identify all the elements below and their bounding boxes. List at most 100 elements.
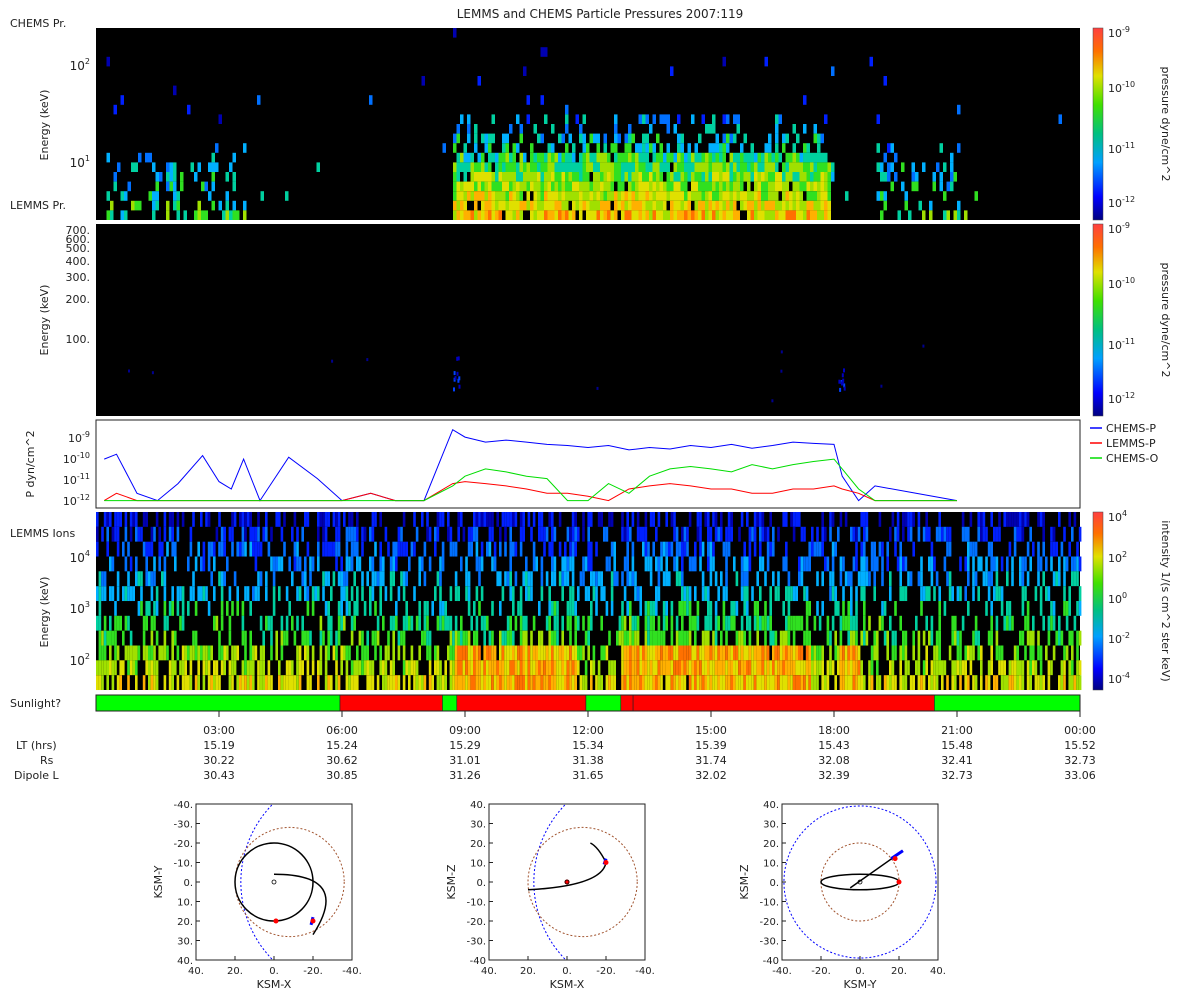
spectrogram-cell bbox=[568, 162, 572, 172]
spectrogram-cell bbox=[564, 571, 567, 587]
sunlight-segment bbox=[934, 694, 1081, 712]
spectrogram-cell bbox=[720, 675, 723, 691]
orbit-ytick: 0. bbox=[183, 878, 193, 889]
spectrogram-cell bbox=[796, 152, 800, 163]
spectrogram-cell bbox=[621, 526, 624, 542]
spectrogram-cell bbox=[652, 181, 656, 192]
spectrogram-cell bbox=[569, 660, 572, 676]
spectrogram-cell bbox=[392, 571, 395, 587]
spectrogram-cell bbox=[116, 541, 120, 557]
spectrogram-cell bbox=[733, 152, 737, 163]
spectrogram-cell bbox=[796, 191, 800, 201]
spectrogram-cell bbox=[722, 162, 726, 172]
spectrogram-cell bbox=[111, 526, 115, 542]
spectrogram-cell bbox=[505, 152, 509, 163]
cbar1-tick-4: 10-12 bbox=[1108, 195, 1135, 210]
spectrogram-cell bbox=[496, 571, 499, 587]
cbar3-label: intensity 1/(s cm^2 ster keV) bbox=[1159, 520, 1172, 681]
spectrogram-cell bbox=[453, 210, 457, 220]
spectrogram-cell bbox=[714, 526, 718, 542]
spectrogram-cell bbox=[855, 586, 858, 602]
spectrogram-cell bbox=[408, 660, 411, 676]
spectrogram-cell bbox=[384, 526, 388, 542]
spectrogram-cell bbox=[1011, 660, 1014, 676]
spectrogram-cell bbox=[460, 181, 464, 192]
spectrogram-cell bbox=[449, 586, 453, 602]
spectrogram-cell bbox=[719, 200, 723, 211]
spectrogram-cell bbox=[904, 675, 908, 691]
spectrogram-cell bbox=[477, 210, 481, 220]
spectrogram-cell bbox=[148, 645, 151, 661]
spectrogram-cell bbox=[582, 200, 586, 211]
spectrogram-cell bbox=[887, 162, 891, 172]
spectrogram-cell bbox=[512, 210, 516, 220]
spectrogram-cell bbox=[532, 675, 536, 691]
spectrogram-cell bbox=[481, 200, 485, 211]
spectrogram-cell bbox=[688, 660, 692, 676]
spectrogram-cell bbox=[699, 660, 702, 676]
spectrogram-cell bbox=[803, 526, 806, 542]
spectrogram-cell bbox=[761, 152, 765, 163]
spectrogram-cell bbox=[491, 114, 495, 124]
spectrogram-cell bbox=[727, 615, 731, 631]
spectrogram-cell bbox=[621, 191, 625, 201]
spectrogram-cell bbox=[512, 512, 515, 527]
spectrogram-cell bbox=[774, 675, 778, 691]
spectrogram-cell bbox=[474, 162, 478, 172]
spectrogram-cell bbox=[506, 630, 510, 646]
spectrogram-cell bbox=[844, 675, 848, 691]
spectrogram-cell bbox=[509, 172, 513, 182]
spectrogram-cell bbox=[740, 660, 744, 676]
spectrogram-cell bbox=[1047, 675, 1051, 691]
spectrogram-cell bbox=[462, 526, 466, 542]
spectrogram-cell bbox=[161, 541, 164, 557]
spectrogram-cell bbox=[523, 200, 527, 211]
spectrogram-cell bbox=[493, 675, 497, 691]
spectrogram-cell bbox=[753, 660, 757, 676]
spectrogram-cell bbox=[447, 645, 450, 661]
spectrogram-cell bbox=[135, 660, 138, 676]
orbit-ytick: 20. bbox=[470, 839, 486, 850]
spectrogram-cell bbox=[644, 675, 648, 691]
spectrogram-cell bbox=[826, 556, 830, 572]
spectrogram-cell bbox=[335, 645, 338, 661]
spectrogram-cell bbox=[551, 526, 554, 542]
spectrogram-cell bbox=[514, 660, 518, 676]
spectrogram-cell bbox=[418, 675, 421, 691]
spectrogram-cell bbox=[880, 384, 883, 388]
spectrogram-cell bbox=[722, 56, 726, 67]
spectrogram-cell bbox=[568, 181, 572, 192]
spectrogram-cell bbox=[811, 526, 814, 542]
spectrogram-cell bbox=[707, 601, 710, 616]
spectrogram-cell bbox=[453, 143, 457, 153]
spectrogram-cell bbox=[236, 601, 239, 616]
spectrogram-cell bbox=[694, 675, 697, 691]
spectrogram-cell bbox=[324, 526, 328, 542]
spectrogram-cell bbox=[456, 210, 460, 220]
spectrogram-cell bbox=[922, 526, 926, 542]
spectrogram-cell bbox=[434, 586, 437, 602]
spectrogram-cell bbox=[657, 586, 661, 602]
spectrogram-cell bbox=[782, 601, 785, 616]
spectrogram-cell bbox=[111, 630, 115, 646]
spectrogram-cell bbox=[519, 181, 523, 192]
spectrogram-cell bbox=[771, 172, 775, 182]
spectrogram-cell bbox=[736, 124, 740, 134]
spectrogram-cell bbox=[950, 162, 954, 172]
spectrogram-cell bbox=[831, 615, 835, 631]
spectrogram-cell bbox=[631, 630, 635, 646]
spectrogram-cell bbox=[166, 200, 170, 211]
spectrogram-cell bbox=[111, 660, 115, 676]
spectrogram-cell bbox=[827, 210, 831, 220]
spectrogram-cell bbox=[635, 152, 639, 163]
spectrogram-cell bbox=[948, 526, 952, 542]
spectrogram-cell bbox=[1019, 630, 1022, 646]
spectrogram-cell bbox=[600, 172, 604, 182]
spectrogram-cell bbox=[730, 675, 733, 691]
panel2-ytick-3: 500. bbox=[66, 242, 91, 255]
spectrogram-cell bbox=[582, 152, 586, 163]
spectrogram-cell bbox=[982, 526, 986, 542]
spectrogram-cell bbox=[493, 660, 497, 676]
spectrogram-cell bbox=[311, 645, 315, 661]
spectrogram-cell bbox=[938, 512, 941, 527]
